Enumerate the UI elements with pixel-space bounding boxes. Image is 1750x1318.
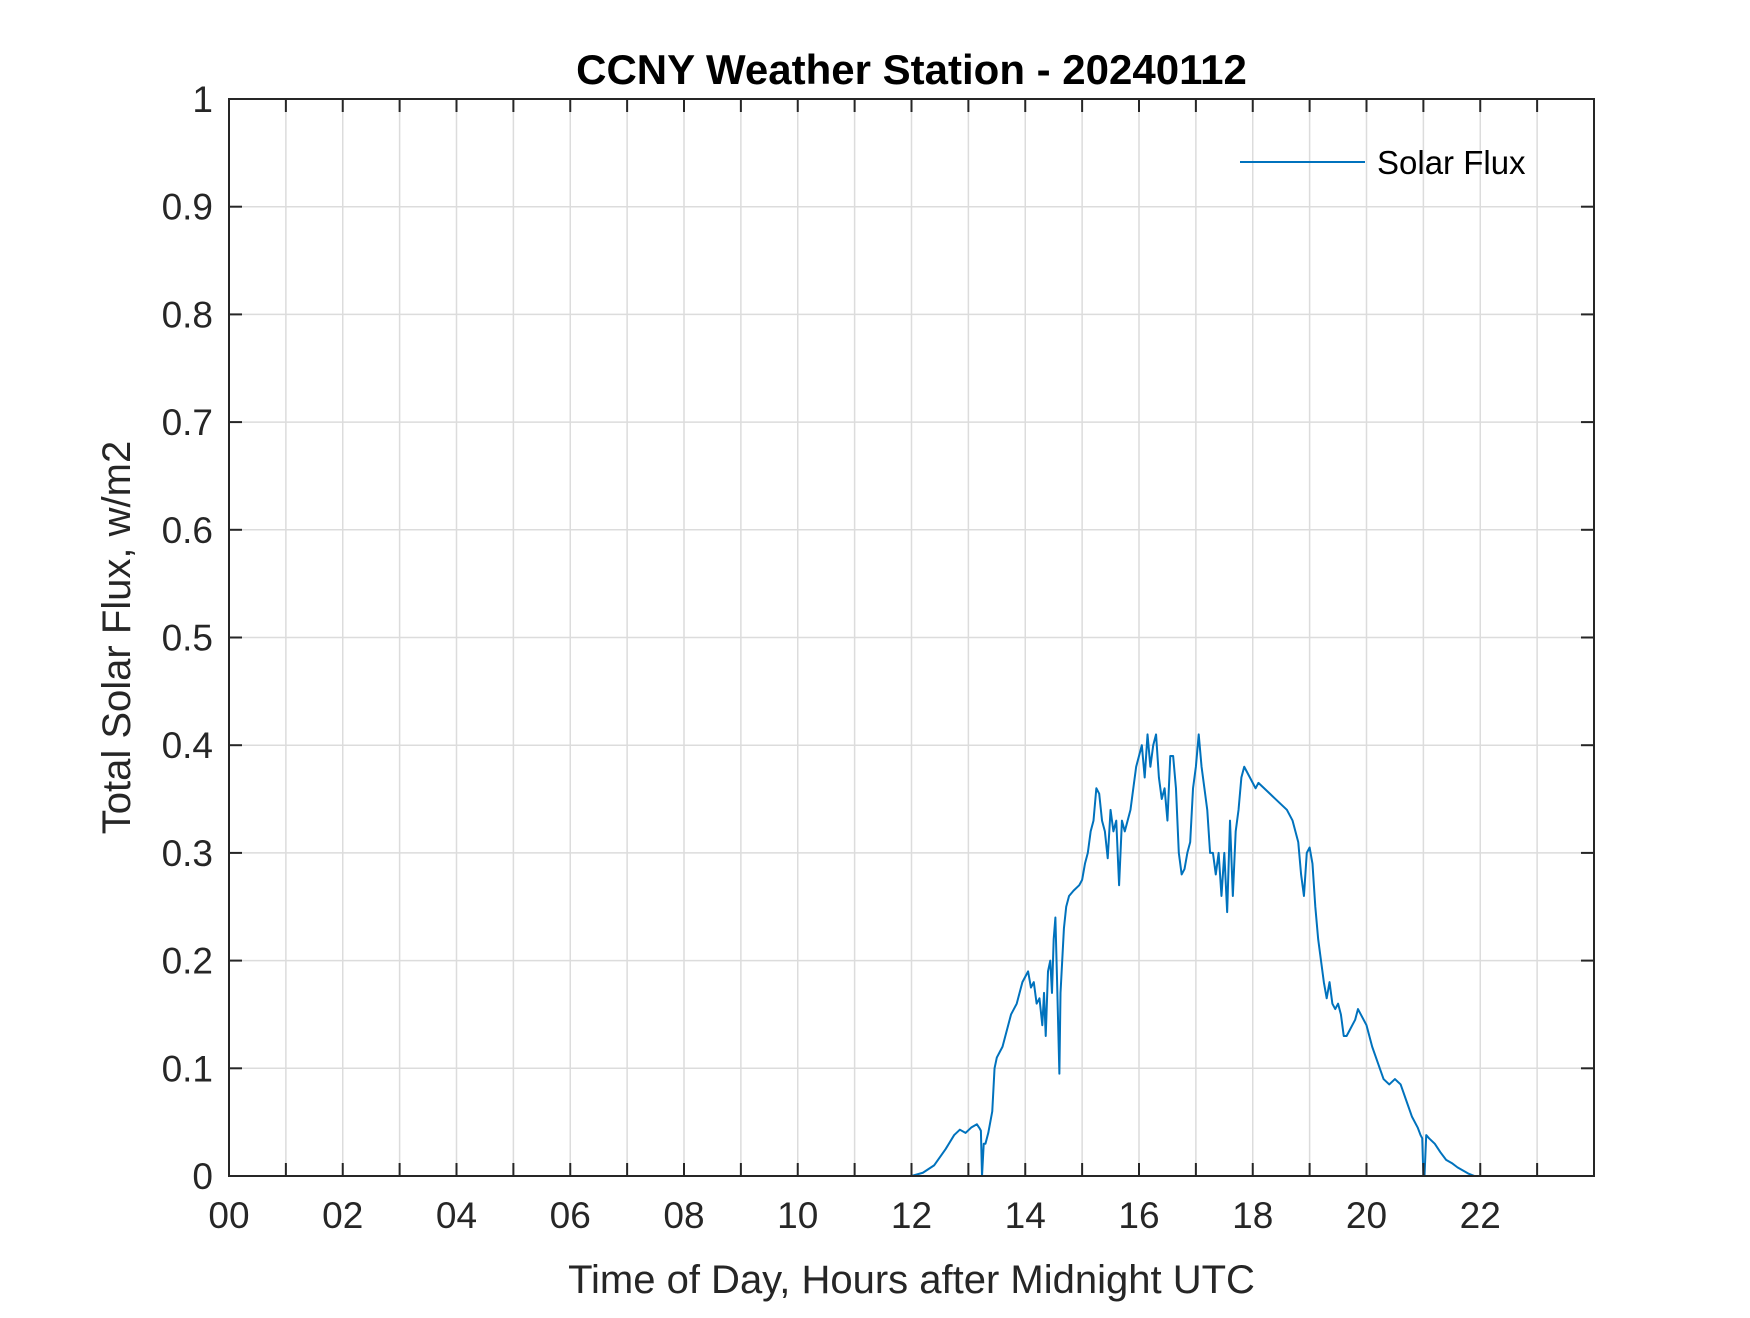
y-axis-label: Total Solar Flux, w/m2 [95, 441, 139, 834]
x-tick-label: 14 [1005, 1195, 1046, 1236]
x-tick-label: 16 [1118, 1195, 1159, 1236]
y-tick-label: 0.8 [162, 294, 213, 335]
x-tick-label: 10 [777, 1195, 818, 1236]
y-tick-label: 0.6 [162, 510, 213, 551]
y-tick-label: 0.5 [162, 618, 213, 659]
grid-lines [229, 99, 1594, 1176]
chart-title: CCNY Weather Station - 20240112 [576, 46, 1247, 93]
y-tick-label: 0.1 [162, 1048, 213, 1089]
axes [228, 98, 1595, 1177]
x-axis-label: Time of Day, Hours after Midnight UTC [568, 1258, 1255, 1302]
tick-labels: 00 02 04 06 08 10 12 14 16 18 20 22 0 0.1 0.2 0.3 0.4 0.5… [162, 79, 1501, 1236]
x-tick-label: 02 [322, 1195, 363, 1236]
x-tick-label: 20 [1346, 1195, 1387, 1236]
y-tick-label: 0.7 [162, 402, 213, 443]
y-tick-label: 0.9 [162, 187, 213, 228]
y-tick-label: 1 [192, 79, 213, 120]
series-layer [229, 733, 1594, 1177]
x-tick-label: 06 [550, 1195, 591, 1236]
x-tick-label: 22 [1460, 1195, 1501, 1236]
legend: Solar Flux [1240, 144, 1526, 181]
y-tick-label: 0.4 [162, 725, 213, 766]
x-tick-label: 12 [891, 1195, 932, 1236]
legend-label-solar-flux: Solar Flux [1377, 144, 1526, 181]
x-tick-label: 04 [436, 1195, 477, 1236]
series-line-solar-flux [229, 733, 1594, 1177]
y-tick-label: 0.2 [162, 941, 213, 982]
x-tick-label: 08 [663, 1195, 704, 1236]
y-tick-label: 0 [192, 1156, 213, 1197]
y-tick-label: 0.3 [162, 833, 213, 874]
x-tick-label: 18 [1232, 1195, 1273, 1236]
x-tick-label: 00 [208, 1195, 249, 1236]
